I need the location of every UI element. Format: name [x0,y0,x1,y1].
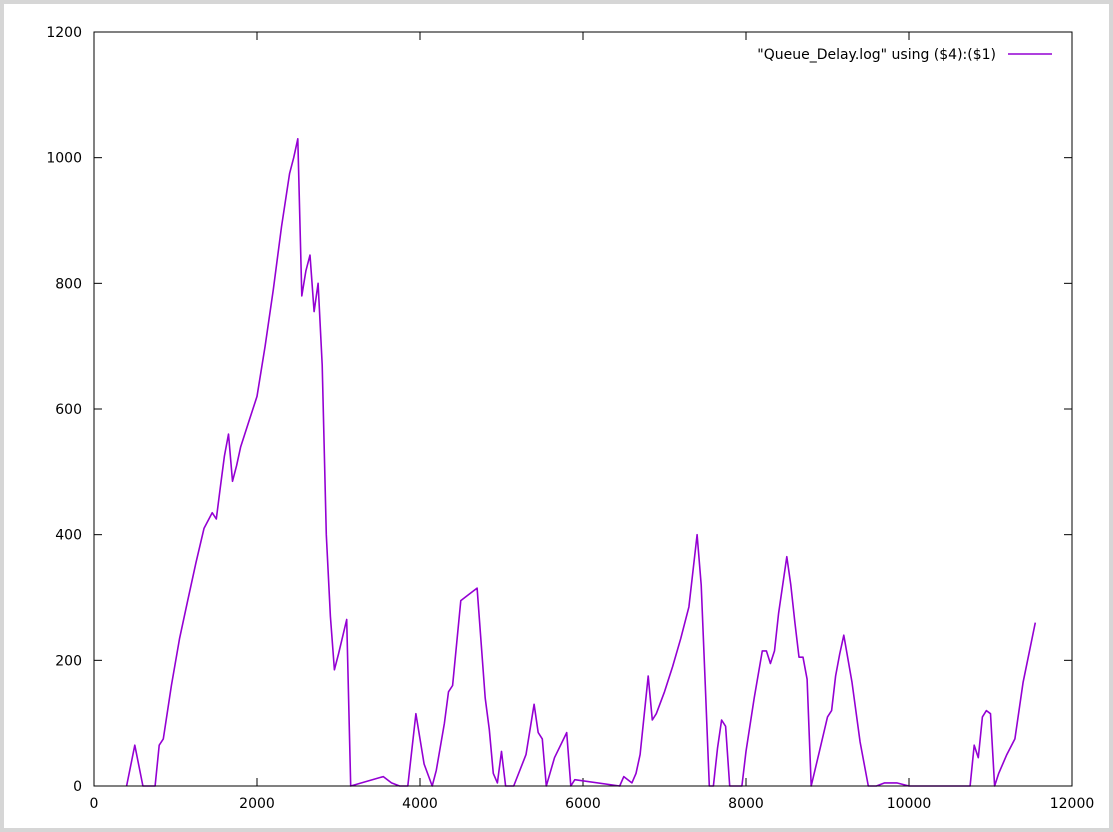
y-tick-label: 200 [55,653,82,669]
legend-label: "Queue_Delay.log" using ($4):($1) [757,47,996,63]
x-tick-label: 6000 [565,796,601,812]
y-tick-label: 0 [73,779,82,795]
axis-ticks [93,31,1073,787]
y-tick-label: 1000 [46,151,82,167]
series-layer [125,138,1037,787]
legend: "Queue_Delay.log" using ($4):($1) [757,47,1052,63]
x-tick-label: 0 [90,796,99,812]
plot-border [93,31,1073,787]
x-tick-label: 2000 [239,796,275,812]
chart-canvas: 0 200 400 600 800 1000 1200 0 2000 4000 6000 8000 1… [4,4,1109,828]
x-tick-label: 8000 [728,796,764,812]
x-tick-label: 12000 [1050,796,1095,812]
y-tick-label: 600 [55,402,82,418]
x-tick-label: 4000 [402,796,438,812]
y-tick-label: 800 [55,276,82,292]
series-line [125,138,1037,787]
line-chart: 0 200 400 600 800 1000 1200 0 2000 4000 6000 8000 1… [46,25,1095,812]
x-tick-labels: 0 2000 4000 6000 8000 10000 12000 [90,796,1095,812]
y-tick-label: 1200 [46,25,82,41]
y-tick-label: 400 [55,528,82,544]
x-tick-label: 10000 [887,796,932,812]
y-tick-labels: 0 200 400 600 800 1000 1200 [46,25,82,795]
